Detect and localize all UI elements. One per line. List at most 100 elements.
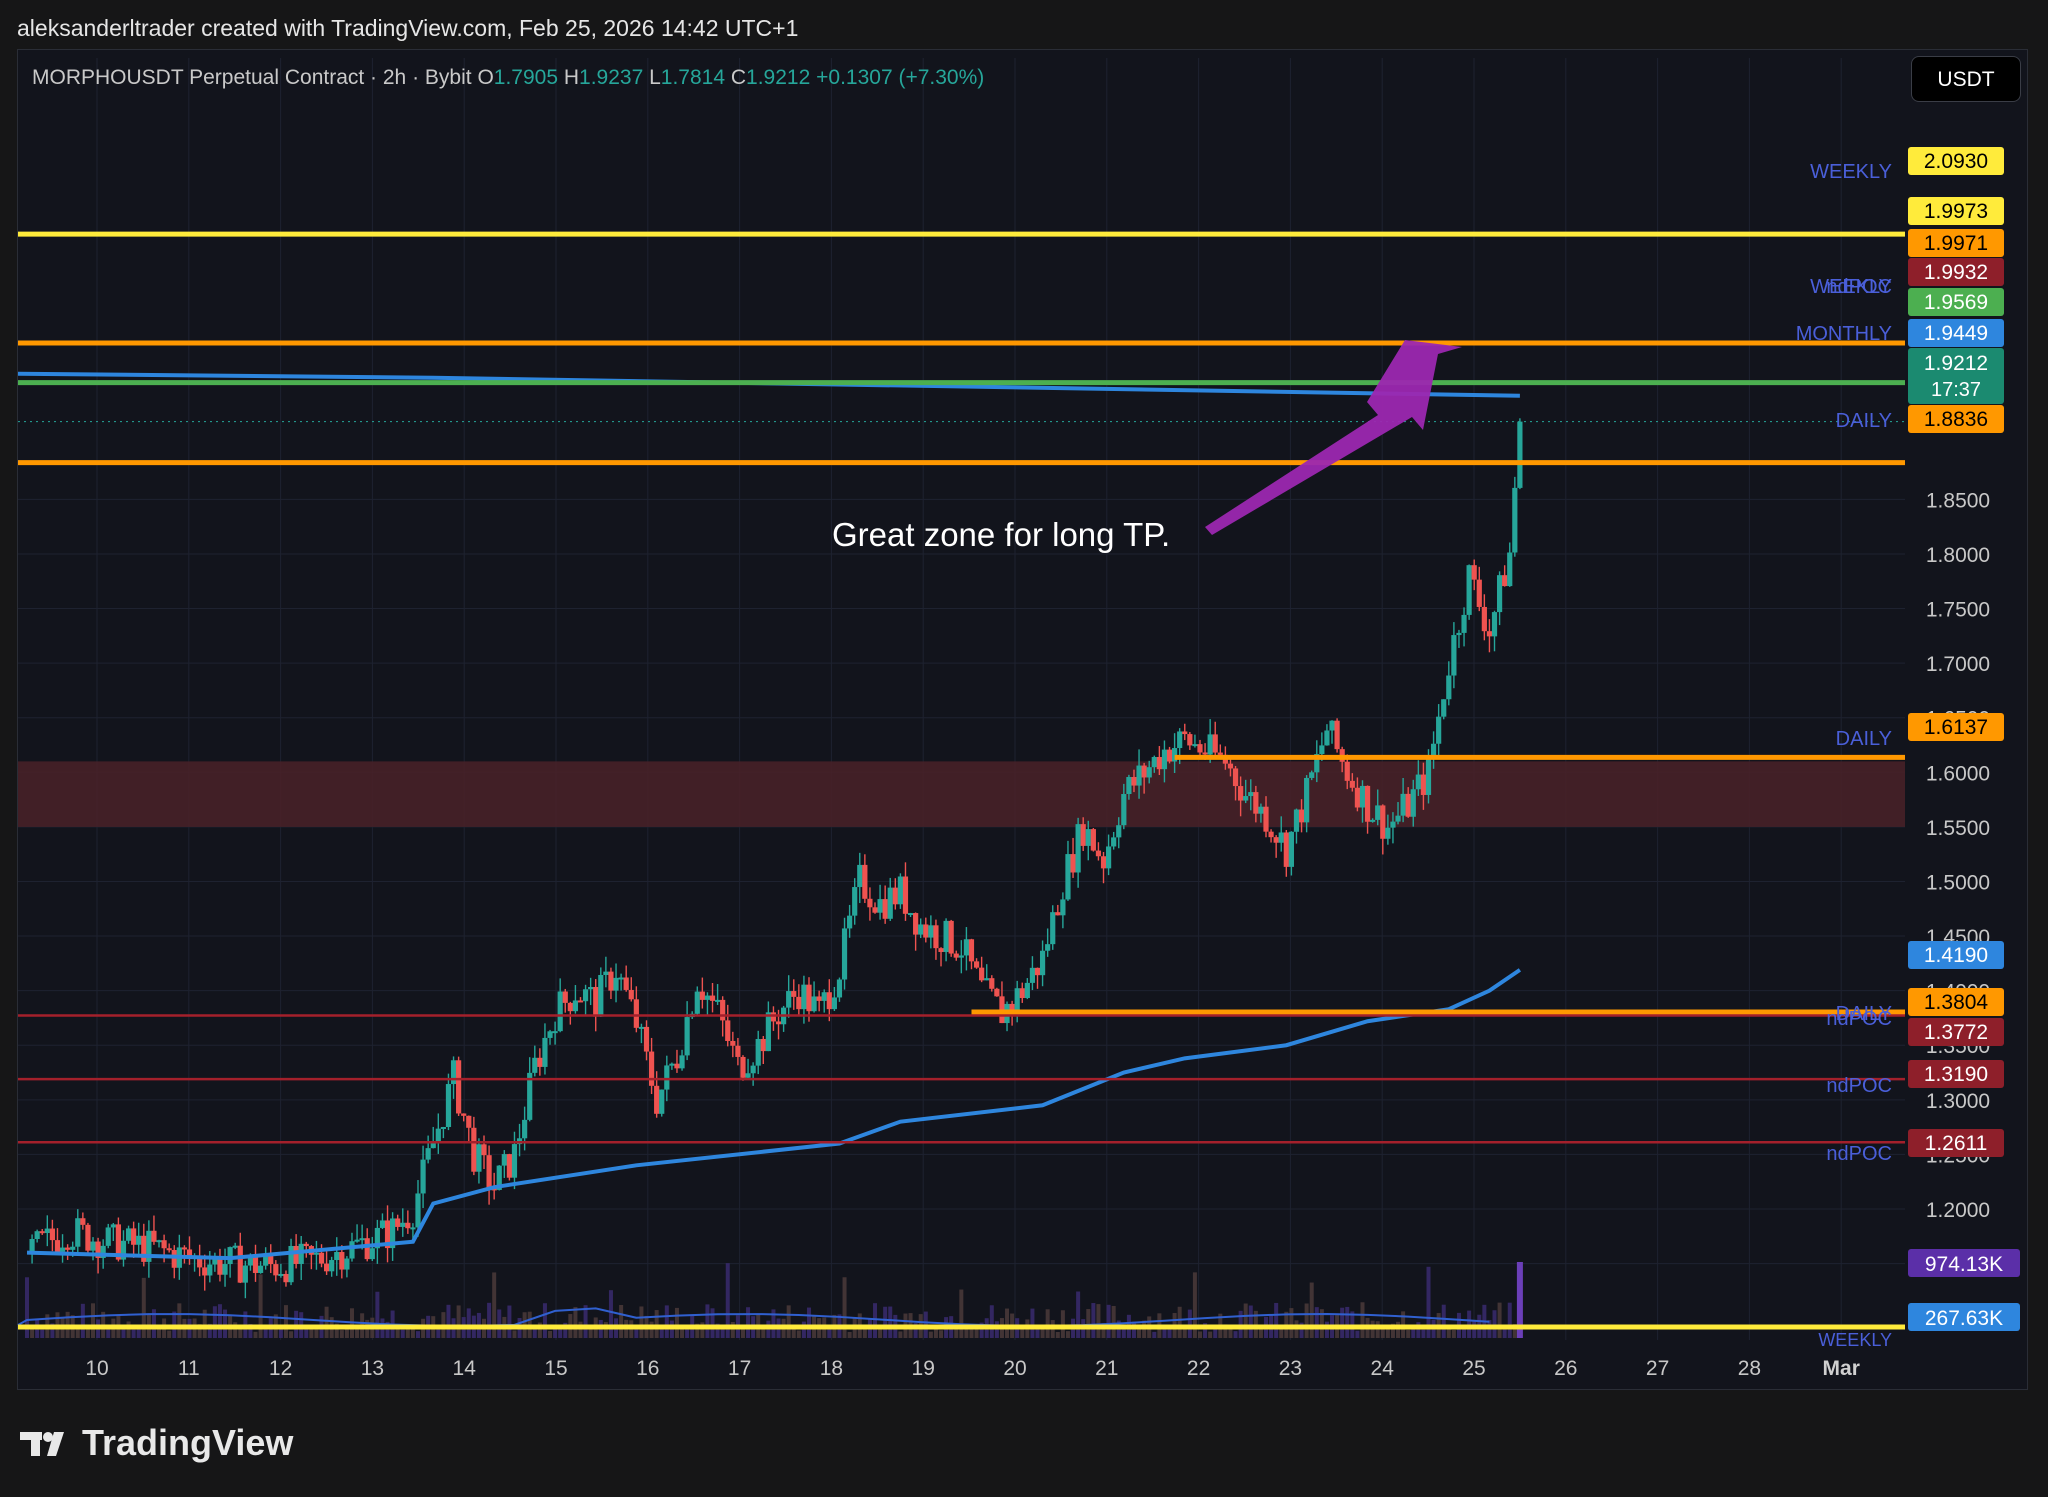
candle-body bbox=[1461, 614, 1467, 633]
price-badge: 1.8836 bbox=[1924, 408, 1988, 431]
candle-body bbox=[1131, 777, 1137, 786]
candle-body bbox=[466, 1115, 472, 1128]
volume-bar bbox=[1040, 1328, 1045, 1338]
volume-bar bbox=[563, 1322, 568, 1338]
candle-body bbox=[1329, 720, 1335, 731]
volume-bar bbox=[91, 1303, 96, 1338]
volume-bar bbox=[883, 1306, 888, 1338]
volume-bar bbox=[1340, 1307, 1345, 1338]
candle-body bbox=[1050, 912, 1056, 945]
level-text: WEEKLY bbox=[1818, 1330, 1892, 1350]
currency-button[interactable]: USDT bbox=[1911, 56, 2021, 102]
candle-body bbox=[1197, 744, 1203, 753]
last-price-badge-bg bbox=[1908, 348, 2004, 404]
candle-body bbox=[1009, 1003, 1015, 1011]
price-badge: 1.9449 bbox=[1924, 322, 1988, 345]
candle-body bbox=[862, 864, 868, 899]
candle-body bbox=[1045, 944, 1051, 951]
candle-body bbox=[654, 1085, 660, 1114]
candle-body bbox=[1471, 565, 1477, 580]
ma-badge: 1.4190 bbox=[1924, 944, 1988, 967]
candle-body bbox=[1095, 850, 1102, 857]
price-badge: 1.9932 bbox=[1924, 261, 1988, 284]
candle-body bbox=[75, 1218, 81, 1247]
volume-bar bbox=[324, 1306, 329, 1338]
candle-body bbox=[481, 1144, 487, 1156]
candle-body bbox=[1075, 824, 1081, 873]
candle-body bbox=[1268, 831, 1274, 838]
volume-bar bbox=[385, 1321, 390, 1338]
candle-body bbox=[1298, 809, 1305, 823]
candle-body bbox=[115, 1224, 122, 1260]
candle-body bbox=[1172, 748, 1178, 762]
volume-bar bbox=[355, 1327, 360, 1338]
candle-body bbox=[633, 999, 639, 1028]
volume-bar bbox=[1131, 1321, 1136, 1338]
volume-bar bbox=[410, 1326, 415, 1338]
volume-ma-line bbox=[17, 1307, 1490, 1327]
candle-body bbox=[867, 898, 873, 908]
volume-bar bbox=[151, 1309, 156, 1338]
volume-bar bbox=[1497, 1302, 1502, 1338]
candle-body bbox=[1019, 988, 1025, 999]
volume-bar bbox=[989, 1305, 994, 1338]
candle-body bbox=[288, 1245, 294, 1283]
candle-body bbox=[1121, 794, 1127, 826]
volume-bar bbox=[1416, 1322, 1421, 1338]
volume-bar bbox=[1035, 1325, 1040, 1338]
volume-bar bbox=[639, 1306, 644, 1338]
volume-bar bbox=[344, 1325, 349, 1338]
candle-body bbox=[1344, 761, 1350, 781]
chart-frame[interactable] bbox=[17, 49, 2028, 1390]
price-badge: 1.3804 bbox=[1924, 991, 1989, 1014]
candle-body bbox=[85, 1224, 91, 1251]
candle-body bbox=[131, 1228, 137, 1245]
candle-body bbox=[334, 1252, 340, 1261]
volume-bar bbox=[537, 1322, 542, 1338]
candle-body bbox=[70, 1246, 76, 1250]
candle-body bbox=[242, 1265, 248, 1283]
candle-body bbox=[1425, 758, 1432, 795]
volume-bar bbox=[1274, 1302, 1279, 1338]
candle-body bbox=[1319, 745, 1325, 755]
candle-body bbox=[714, 999, 721, 1002]
candle-body bbox=[643, 1026, 650, 1052]
volume-bar bbox=[136, 1324, 141, 1338]
candle-body bbox=[598, 974, 604, 1017]
volume-bar bbox=[141, 1277, 146, 1338]
volume-bar bbox=[1020, 1328, 1025, 1338]
candle-body bbox=[557, 991, 563, 1032]
volume-bar bbox=[725, 1263, 730, 1338]
ma-badge-bg bbox=[1908, 941, 2004, 969]
candle-body bbox=[252, 1254, 259, 1273]
price-badge-bg bbox=[1908, 405, 2004, 433]
candle-body bbox=[1263, 806, 1269, 832]
candle-body bbox=[841, 928, 848, 980]
volume-bar bbox=[649, 1321, 654, 1338]
candle-body bbox=[1405, 793, 1411, 817]
price-badge: 1.3772 bbox=[1924, 1021, 1988, 1044]
candle-body bbox=[440, 1126, 446, 1129]
volume-bar bbox=[492, 1272, 497, 1338]
volume-bar bbox=[157, 1327, 162, 1338]
price-badge-bg bbox=[1908, 258, 2004, 286]
candle-body bbox=[755, 1038, 761, 1066]
volume-bar bbox=[1238, 1310, 1243, 1338]
price-badge: 1.2611 bbox=[1925, 1132, 1988, 1155]
candle-body bbox=[506, 1154, 512, 1178]
volume-bar bbox=[487, 1302, 492, 1338]
tradingview-logo[interactable]: TradingView bbox=[20, 1422, 293, 1464]
x-tick-label: 19 bbox=[912, 1357, 935, 1380]
candle-body bbox=[217, 1256, 223, 1275]
level-text: WEEKLY bbox=[1810, 161, 1892, 183]
volume-bar bbox=[1451, 1330, 1456, 1338]
candle-body bbox=[745, 1073, 751, 1078]
volume-bar bbox=[1355, 1330, 1360, 1338]
candle-body bbox=[1314, 754, 1320, 773]
volume-bar bbox=[558, 1325, 563, 1338]
volume-bar bbox=[1375, 1321, 1380, 1338]
candle-body bbox=[1126, 777, 1132, 795]
candle-body bbox=[796, 996, 802, 1010]
volume-bar bbox=[30, 1328, 35, 1338]
